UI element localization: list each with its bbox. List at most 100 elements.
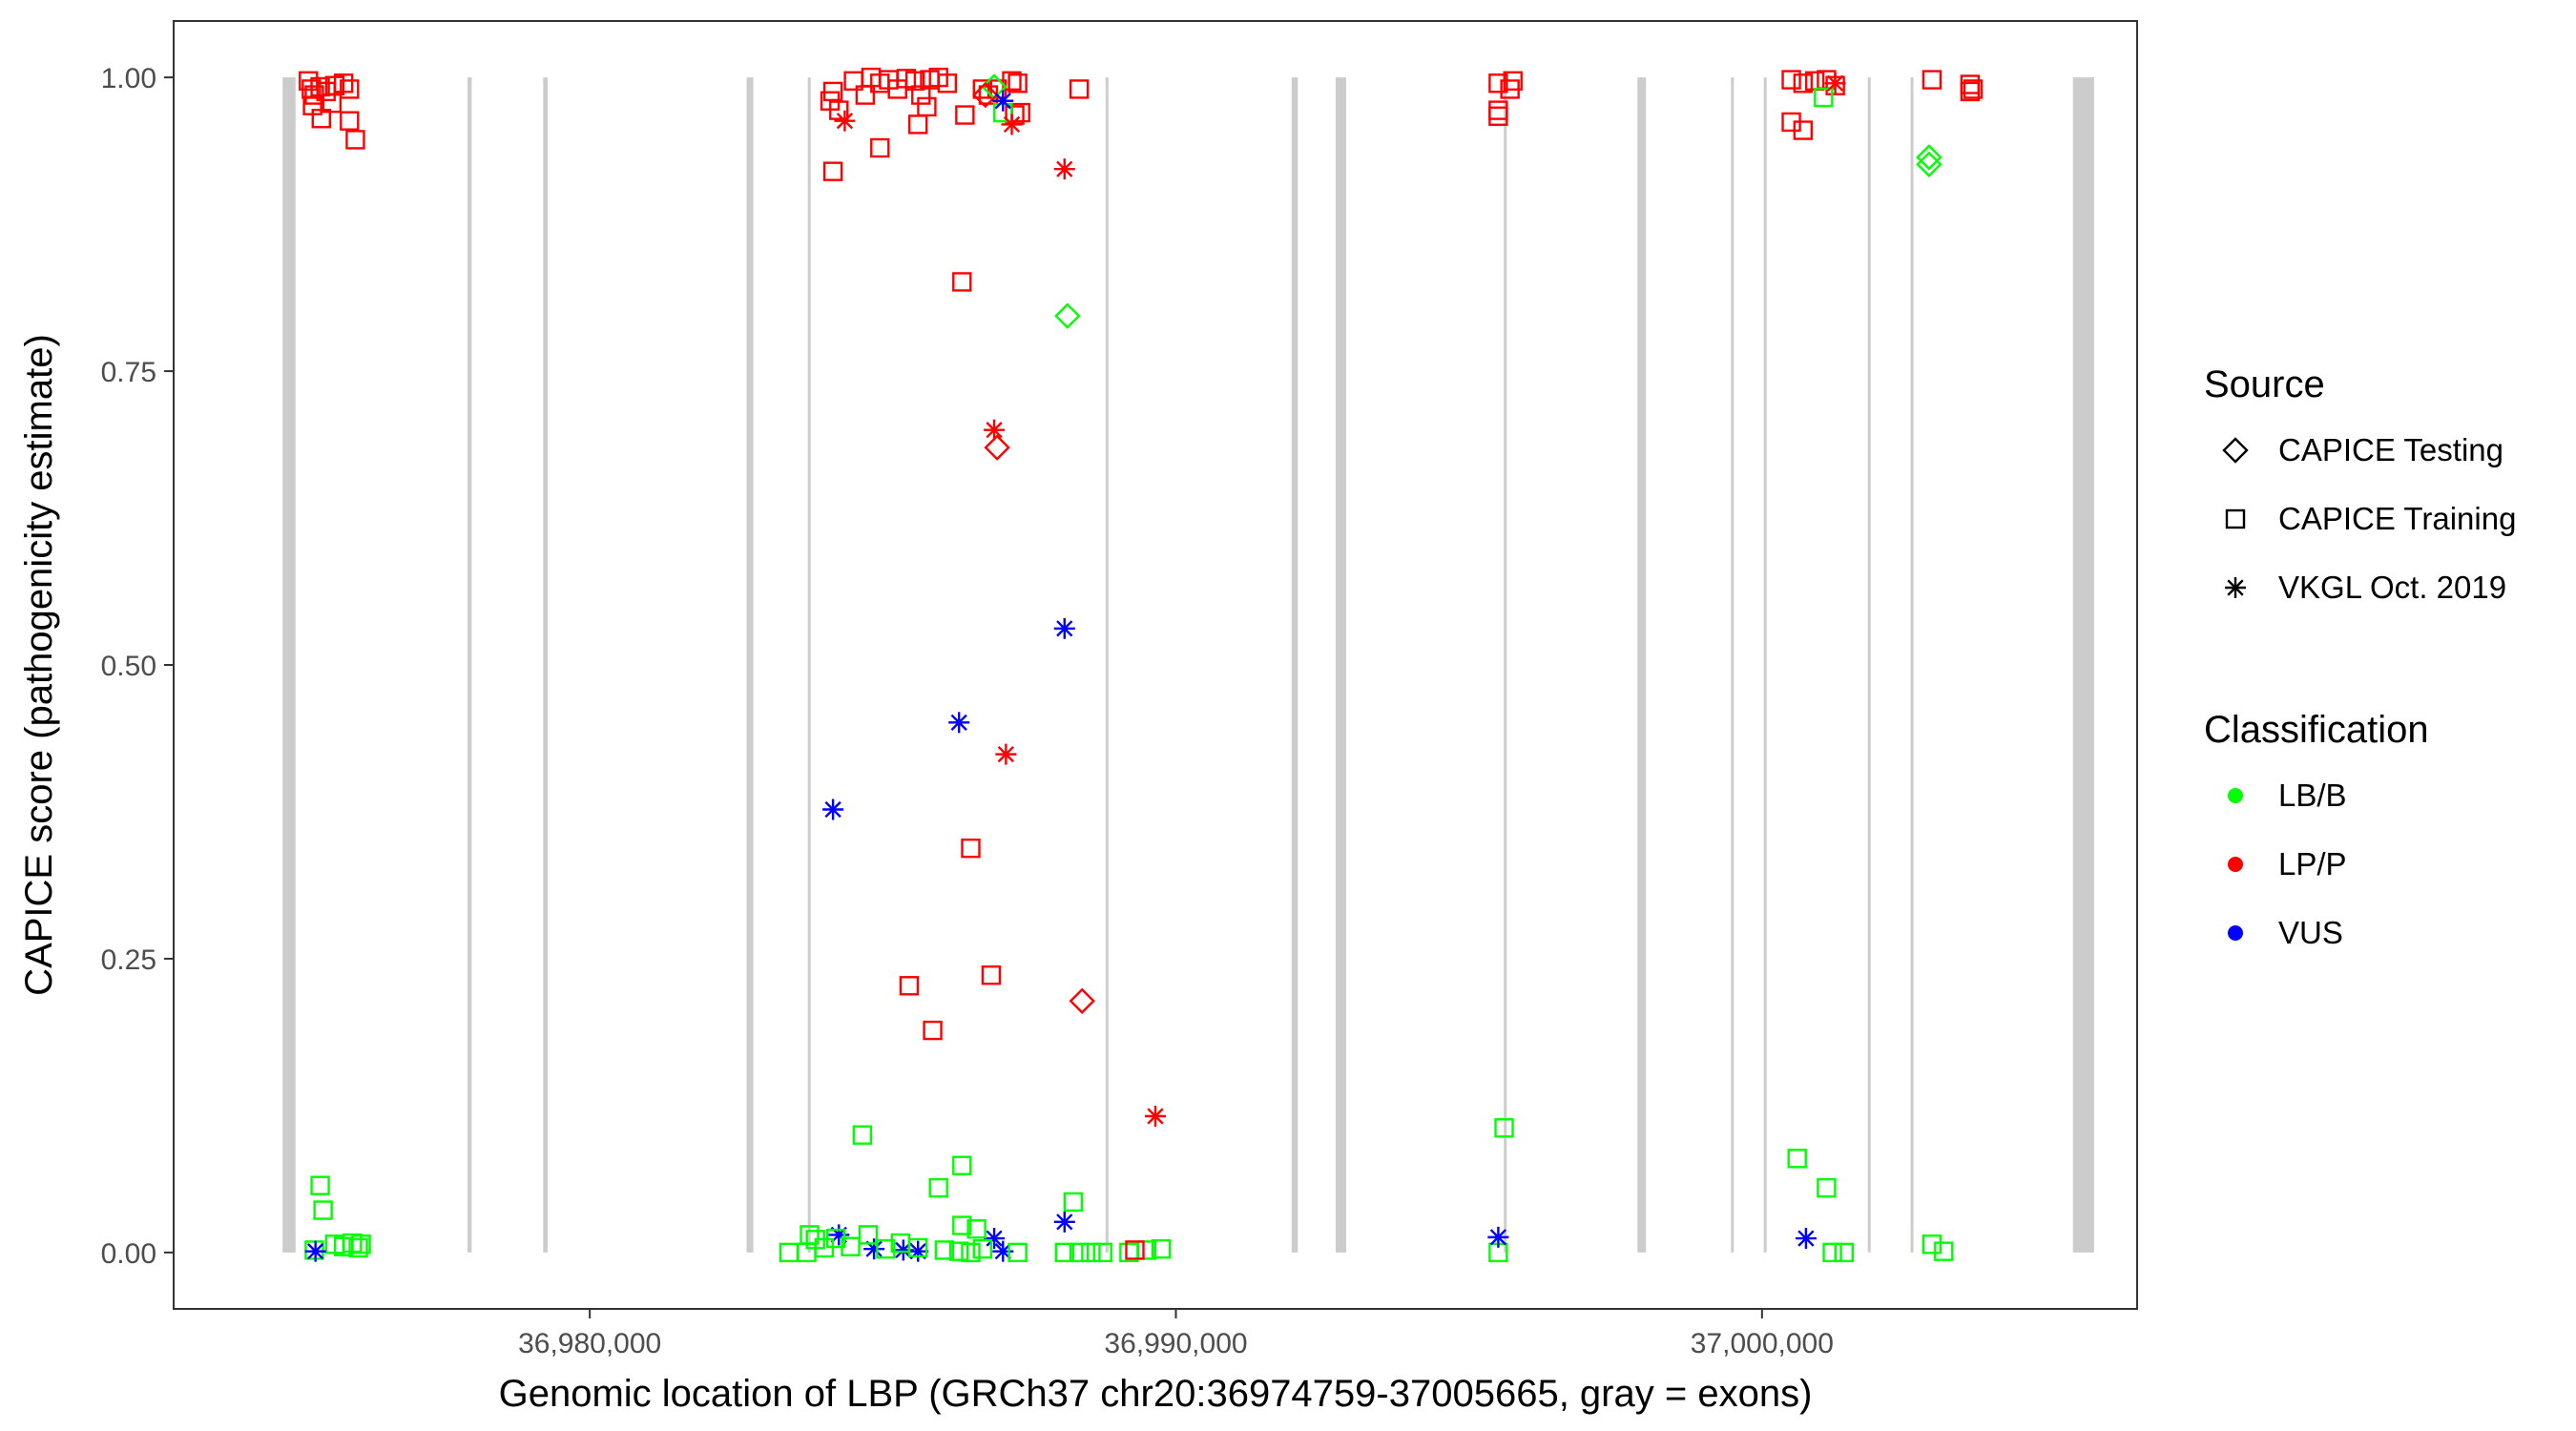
data-point-square: [1822, 1242, 1842, 1263]
data-point-square: [829, 100, 849, 120]
x-tick-label: 37,000,000: [1691, 1328, 1834, 1359]
data-point-asterisk: [834, 110, 856, 132]
data-point-square: [1922, 70, 1942, 90]
data-point-square: [952, 1215, 972, 1235]
legend-key-square: [2225, 508, 2246, 529]
data-point-square: [1922, 1234, 1942, 1255]
data-point-square: [1963, 79, 1984, 99]
data-point-square: [952, 1155, 972, 1175]
data-point-asterisk: [992, 90, 1014, 112]
legend-classification-label: VUS: [2278, 915, 2343, 950]
exon-band: [1504, 77, 1507, 1253]
data-point-square: [1002, 71, 1022, 92]
data-point-asterisk: [984, 419, 1006, 441]
y-tick-label: 1.00: [101, 63, 156, 94]
exon-band: [543, 77, 548, 1253]
data-point-square: [304, 1240, 324, 1260]
data-point-asterisk: [863, 1238, 885, 1260]
data-point-square: [351, 1234, 371, 1255]
data-point-square: [1136, 1240, 1156, 1260]
data-point-square: [322, 93, 343, 114]
data-point-asterisk: [1001, 114, 1023, 135]
exon-band: [1637, 77, 1647, 1253]
data-point-square: [904, 71, 925, 92]
legend-source-label: CAPICE Training: [2278, 501, 2516, 536]
exon-band: [1910, 77, 1914, 1253]
data-point-square: [961, 838, 981, 859]
data-point-square: [952, 272, 972, 292]
data-points: [299, 67, 1984, 1263]
data-point-diamond: [984, 434, 1010, 461]
legend-key-dot: [2228, 925, 2243, 941]
data-point-asterisk: [1053, 617, 1075, 639]
data-point-square: [923, 1020, 943, 1041]
legend-source-label: VKGL Oct. 2019: [2278, 570, 2506, 605]
data-point-square: [1781, 70, 1801, 90]
data-point-square: [822, 81, 843, 102]
data-point-square: [1151, 1238, 1172, 1259]
exon-band: [282, 77, 296, 1253]
data-point-square: [981, 964, 1002, 985]
data-point-square: [899, 976, 920, 996]
legend-source-items: CAPICE Testing CAPICE Training VKGL Oct. 2…: [2222, 432, 2516, 605]
data-point-asterisk: [304, 1240, 326, 1262]
data-point-square: [972, 1238, 992, 1259]
data-point-square: [1960, 81, 1981, 102]
data-point-square: [1008, 1242, 1028, 1263]
data-point-square: [1054, 1242, 1074, 1263]
legend-classification-label: LB/B: [2278, 778, 2347, 813]
data-point-asterisk: [1053, 158, 1075, 180]
legend-key-dot: [2228, 788, 2243, 803]
data-point-square: [1834, 1242, 1855, 1263]
data-point-square: [907, 1237, 928, 1258]
legend-classification-title: Classification: [2204, 709, 2429, 751]
data-point-square: [1081, 1242, 1101, 1263]
y-axis: 0.00 0.25 0.50 0.75 1.00: [101, 63, 174, 1270]
data-point-square: [333, 73, 354, 93]
exon-bands: [282, 77, 2094, 1253]
data-point-asterisk: [907, 1240, 929, 1262]
legend-source-label: CAPICE Testing: [2278, 432, 2503, 467]
data-point-diamond: [1916, 144, 1942, 171]
data-point-square: [1494, 1118, 1514, 1138]
exon-band: [1105, 77, 1109, 1253]
legend-key-diamond: [2222, 437, 2249, 464]
exon-band: [746, 77, 754, 1253]
exon-band: [1731, 77, 1735, 1253]
data-point-square: [1125, 1240, 1145, 1260]
data-point-asterisk: [1053, 1211, 1075, 1233]
data-point-square: [1069, 1242, 1090, 1263]
data-point-square: [1008, 73, 1028, 93]
y-tick-label: 0.00: [101, 1238, 156, 1270]
data-point-square: [961, 1242, 981, 1263]
data-point-square: [800, 1225, 820, 1245]
data-point-square: [348, 1237, 368, 1258]
exon-band: [1291, 77, 1298, 1253]
data-point-square: [822, 161, 843, 181]
legend-source-title: Source: [2204, 363, 2325, 405]
data-point-square: [876, 1238, 896, 1259]
data-point-asterisk: [1145, 1105, 1166, 1127]
data-point-square: [858, 1225, 879, 1245]
data-point-square: [1814, 87, 1834, 108]
data-point-square: [1500, 79, 1520, 99]
data-point-square: [1092, 1242, 1112, 1263]
data-point-diamond: [1916, 151, 1942, 177]
data-point-diamond: [1069, 987, 1095, 1014]
data-point-square: [340, 79, 360, 99]
y-tick-label: 0.25: [101, 944, 156, 976]
data-point-square: [1817, 1177, 1837, 1198]
exon-band: [2072, 77, 2094, 1253]
y-tick-label: 0.75: [101, 357, 156, 388]
data-point-square: [870, 137, 890, 158]
data-point-asterisk: [995, 743, 1017, 765]
data-point-asterisk: [1487, 1226, 1509, 1248]
data-point-square: [1488, 73, 1508, 93]
data-point-diamond: [1054, 302, 1081, 329]
data-point-square: [340, 111, 360, 131]
data-point-square: [345, 130, 365, 150]
data-point-square: [313, 1200, 333, 1220]
x-axis: 36,980,000 36,990,000 37,000,000: [518, 1309, 1834, 1359]
data-point-square: [907, 114, 928, 135]
